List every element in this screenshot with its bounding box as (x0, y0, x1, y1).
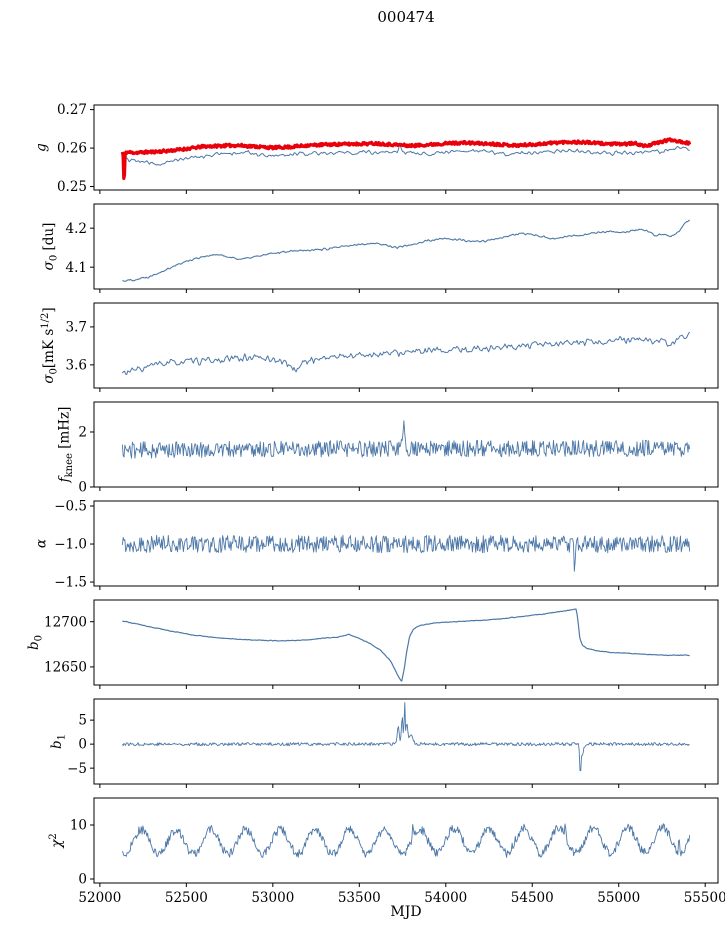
y-tick-label: −1.5 (54, 575, 87, 591)
series-alpha (121, 534, 691, 572)
series-sigma0-mks (121, 331, 691, 375)
y-tick-label: 0 (78, 737, 87, 753)
y-tick-label: −0.5 (54, 499, 87, 515)
y-axis-label-fknee: fknee [mHz] (56, 407, 75, 484)
series-fknee (121, 420, 691, 459)
y-tick-label: 5 (78, 713, 87, 729)
panel-g: 0.25 0.26 0.27 g (34, 102, 719, 195)
y-tick-label: 0.27 (57, 102, 87, 118)
y-axis-label-sigma0-mks: σ0[mK s1/2] (40, 307, 60, 383)
y-tick-label: 12700 (44, 614, 87, 630)
y-tick-label: 2 (78, 425, 87, 441)
panel-alpha: −0.5 −1.0 −1.5 α (34, 499, 719, 591)
axes-frame (93, 698, 719, 785)
panel-chi2: 0 10 χ2 52000 52500 53000 53500 54000 54500 55000… (48, 797, 725, 906)
y-axis-label-b1: b1 (49, 734, 68, 749)
axes-frame (93, 797, 719, 884)
series-sigma0-du (122, 219, 691, 282)
x-axis-label: MJD (390, 904, 422, 920)
panel-sigma0-mks: 3.6 3.7 σ0[mK s1/2] (40, 302, 719, 392)
axes-frame (93, 599, 719, 686)
y-tick-label: 10 (70, 818, 87, 834)
figure-title: 000474 (377, 8, 435, 26)
y-tick-label: −5 (67, 761, 87, 777)
axes-frame (93, 401, 719, 488)
axes-frame (93, 104, 719, 191)
y-tick-label: 0 (78, 480, 87, 496)
y-tick-label: 0.25 (57, 179, 87, 195)
y-tick-label: 4.2 (66, 221, 87, 237)
axes-frame (93, 302, 719, 389)
panel-b0: 12650 12700 b0 (26, 599, 719, 689)
panel-sigma0-du: 4.1 4.2 σ0 [du] (41, 203, 719, 293)
x-tick-label: 54000 (424, 890, 467, 906)
y-axis-label-b0: b0 (26, 635, 45, 650)
axes-frame (93, 203, 719, 290)
y-tick-label: 12650 (44, 660, 87, 676)
x-tick-label: 55000 (597, 890, 640, 906)
series-chi2 (121, 823, 691, 858)
x-tick-label: 52500 (165, 890, 208, 906)
y-tick-label: 4.1 (66, 260, 87, 276)
y-tick-label: 0 (78, 872, 87, 888)
y-tick-label: 3.7 (66, 320, 87, 336)
x-tick-label: 53000 (251, 890, 294, 906)
x-tick-label: 53500 (338, 890, 381, 906)
x-tick-label: 52000 (78, 890, 121, 906)
panel-b1: 5 0 −5 b1 (49, 698, 719, 788)
y-axis-label-g: g (34, 143, 50, 152)
y-axis-label-chi2: χ2 (48, 833, 65, 849)
axes-frame (93, 500, 719, 587)
x-tick-label: 54500 (511, 890, 554, 906)
x-tick-label: 55500 (684, 890, 725, 906)
y-axis-label-alpha: α (34, 539, 50, 548)
series-g-smoothed (120, 137, 692, 181)
y-axis-label-sigma0-du: σ0 [du] (41, 223, 60, 271)
y-tick-label: 0.26 (57, 141, 87, 157)
y-tick-label: −1.0 (54, 537, 87, 553)
series-g-fit (122, 142, 690, 166)
series-b0 (122, 608, 690, 682)
series-b1 (121, 702, 690, 772)
y-tick-label: 3.6 (66, 357, 87, 373)
